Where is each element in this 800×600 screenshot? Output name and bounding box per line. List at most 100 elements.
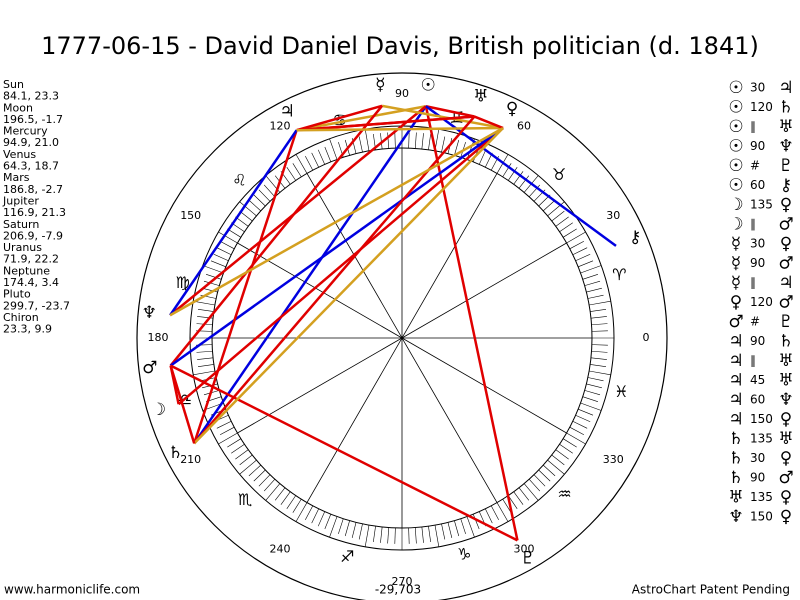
aspect-to: ♀ <box>780 507 792 527</box>
degree-tick <box>428 526 431 543</box>
planet-coords: 84.1, 23.3 <box>3 90 59 103</box>
degree-tick <box>231 443 245 454</box>
degree-tick <box>414 132 417 149</box>
planet-coords: 206.9, -7.9 <box>3 229 63 242</box>
degree-tick <box>562 438 577 448</box>
degree-tick <box>213 253 229 261</box>
aspect-type: 60 <box>750 393 765 407</box>
degree-tick <box>485 508 493 524</box>
degree-tick <box>590 316 607 319</box>
degree-tick <box>590 309 607 312</box>
degree-tick <box>235 449 249 460</box>
aspect-to: ♂ <box>778 254 793 274</box>
planet-glyph: ☿ <box>375 75 385 95</box>
degree-tick <box>210 260 226 268</box>
degree-tick <box>286 167 297 181</box>
planet-glyph: ♀ <box>506 99 518 119</box>
aspect-to: ♀ <box>780 488 792 508</box>
degree-tick <box>586 287 602 293</box>
degree-tick <box>584 390 601 396</box>
degree-tick <box>441 136 446 153</box>
planet-glyph: ♅ <box>473 87 488 107</box>
planet-coords: 64.3, 18.7 <box>3 160 59 173</box>
degree-tick <box>590 357 607 360</box>
aspect-type: 120 <box>750 295 773 309</box>
aspect-from: ♃ <box>728 332 743 352</box>
aspect-to: ♄ <box>778 98 793 118</box>
degree-tick <box>513 491 524 505</box>
aspect-line <box>169 127 504 367</box>
aspect-to: ♇ <box>778 312 793 332</box>
degree-tick <box>329 516 338 538</box>
zodiac-glyph: ♍ <box>176 273 190 292</box>
planet-name: Mercury <box>3 125 48 138</box>
degree-tick <box>584 280 601 286</box>
degree-tick <box>197 309 214 312</box>
degree-tick <box>490 505 499 521</box>
planet-coords: 174.4, 3.4 <box>3 276 59 289</box>
degree-tick <box>447 522 453 538</box>
degree-tick <box>513 171 524 185</box>
aspect-line <box>193 127 504 445</box>
degree-label: 330 <box>603 453 624 466</box>
planet-name: Sun <box>3 78 24 91</box>
degree-tick <box>387 527 390 544</box>
degree-tick <box>263 184 276 198</box>
title: 1777-06-15 - David Daniel Davis, British… <box>41 32 759 60</box>
degree-tick <box>496 502 509 522</box>
aspect-to: ⚷ <box>780 176 792 196</box>
aspect-from: ☉ <box>728 137 743 157</box>
aspect-from: ♃ <box>728 351 743 371</box>
planet-glyph: ♃ <box>279 101 294 121</box>
degree-tick <box>466 516 475 538</box>
aspect-line <box>170 364 519 542</box>
zodiac-glyph: ♐ <box>340 547 354 566</box>
degree-tick <box>317 149 325 165</box>
aspect-from: ♃ <box>728 390 743 410</box>
degree-tick <box>311 152 319 168</box>
degree-tick <box>202 265 224 274</box>
planet-coords: 94.9, 21.0 <box>3 136 59 149</box>
degree-tick <box>582 396 599 402</box>
degree-tick <box>551 454 565 466</box>
zodiac-glyph: ♒ <box>557 484 571 503</box>
degree-tick <box>569 426 585 435</box>
degree-tick <box>317 511 325 527</box>
planet-coords: 116.9, 21.3 <box>3 206 66 219</box>
aspect-to: ♀ <box>780 449 792 469</box>
degree-tick <box>533 474 546 487</box>
degree-tick <box>329 138 338 160</box>
degree-tick <box>394 132 396 149</box>
footer-center: -29,703 <box>375 583 421 597</box>
aspect-line <box>296 126 504 132</box>
degree-tick <box>479 149 487 165</box>
planet-coords: 23.3, 9.9 <box>3 323 52 336</box>
planet-name: Mars <box>3 171 30 184</box>
degree-tick <box>559 222 573 233</box>
planet-glyph: ♆ <box>142 303 157 323</box>
degree-tick <box>566 432 586 445</box>
planet-glyph: ☽ <box>151 400 166 420</box>
degree-tick <box>528 184 541 198</box>
degree-tick <box>518 487 530 501</box>
aspect-line <box>169 129 298 316</box>
degree-tick <box>305 155 314 171</box>
aspect-line <box>473 115 504 130</box>
degree-tick <box>578 260 594 268</box>
degree-label: 270 <box>392 575 413 588</box>
aspect-type: 150 <box>750 412 773 426</box>
degree-tick <box>380 526 383 543</box>
aspect-line <box>169 365 196 444</box>
degree-tick <box>580 265 602 274</box>
aspect-from: ♄ <box>728 468 743 488</box>
degree-tick <box>263 478 276 492</box>
house-line <box>237 242 567 434</box>
aspect-line <box>296 115 475 132</box>
degree-tick <box>205 274 222 280</box>
aspect-type: 135 <box>750 198 773 212</box>
degree-tick <box>203 280 220 286</box>
degree-tick <box>292 163 302 178</box>
aspect-to: ♃ <box>778 273 793 293</box>
aspect-type: 30 <box>750 81 765 95</box>
degree-tick <box>502 498 512 513</box>
